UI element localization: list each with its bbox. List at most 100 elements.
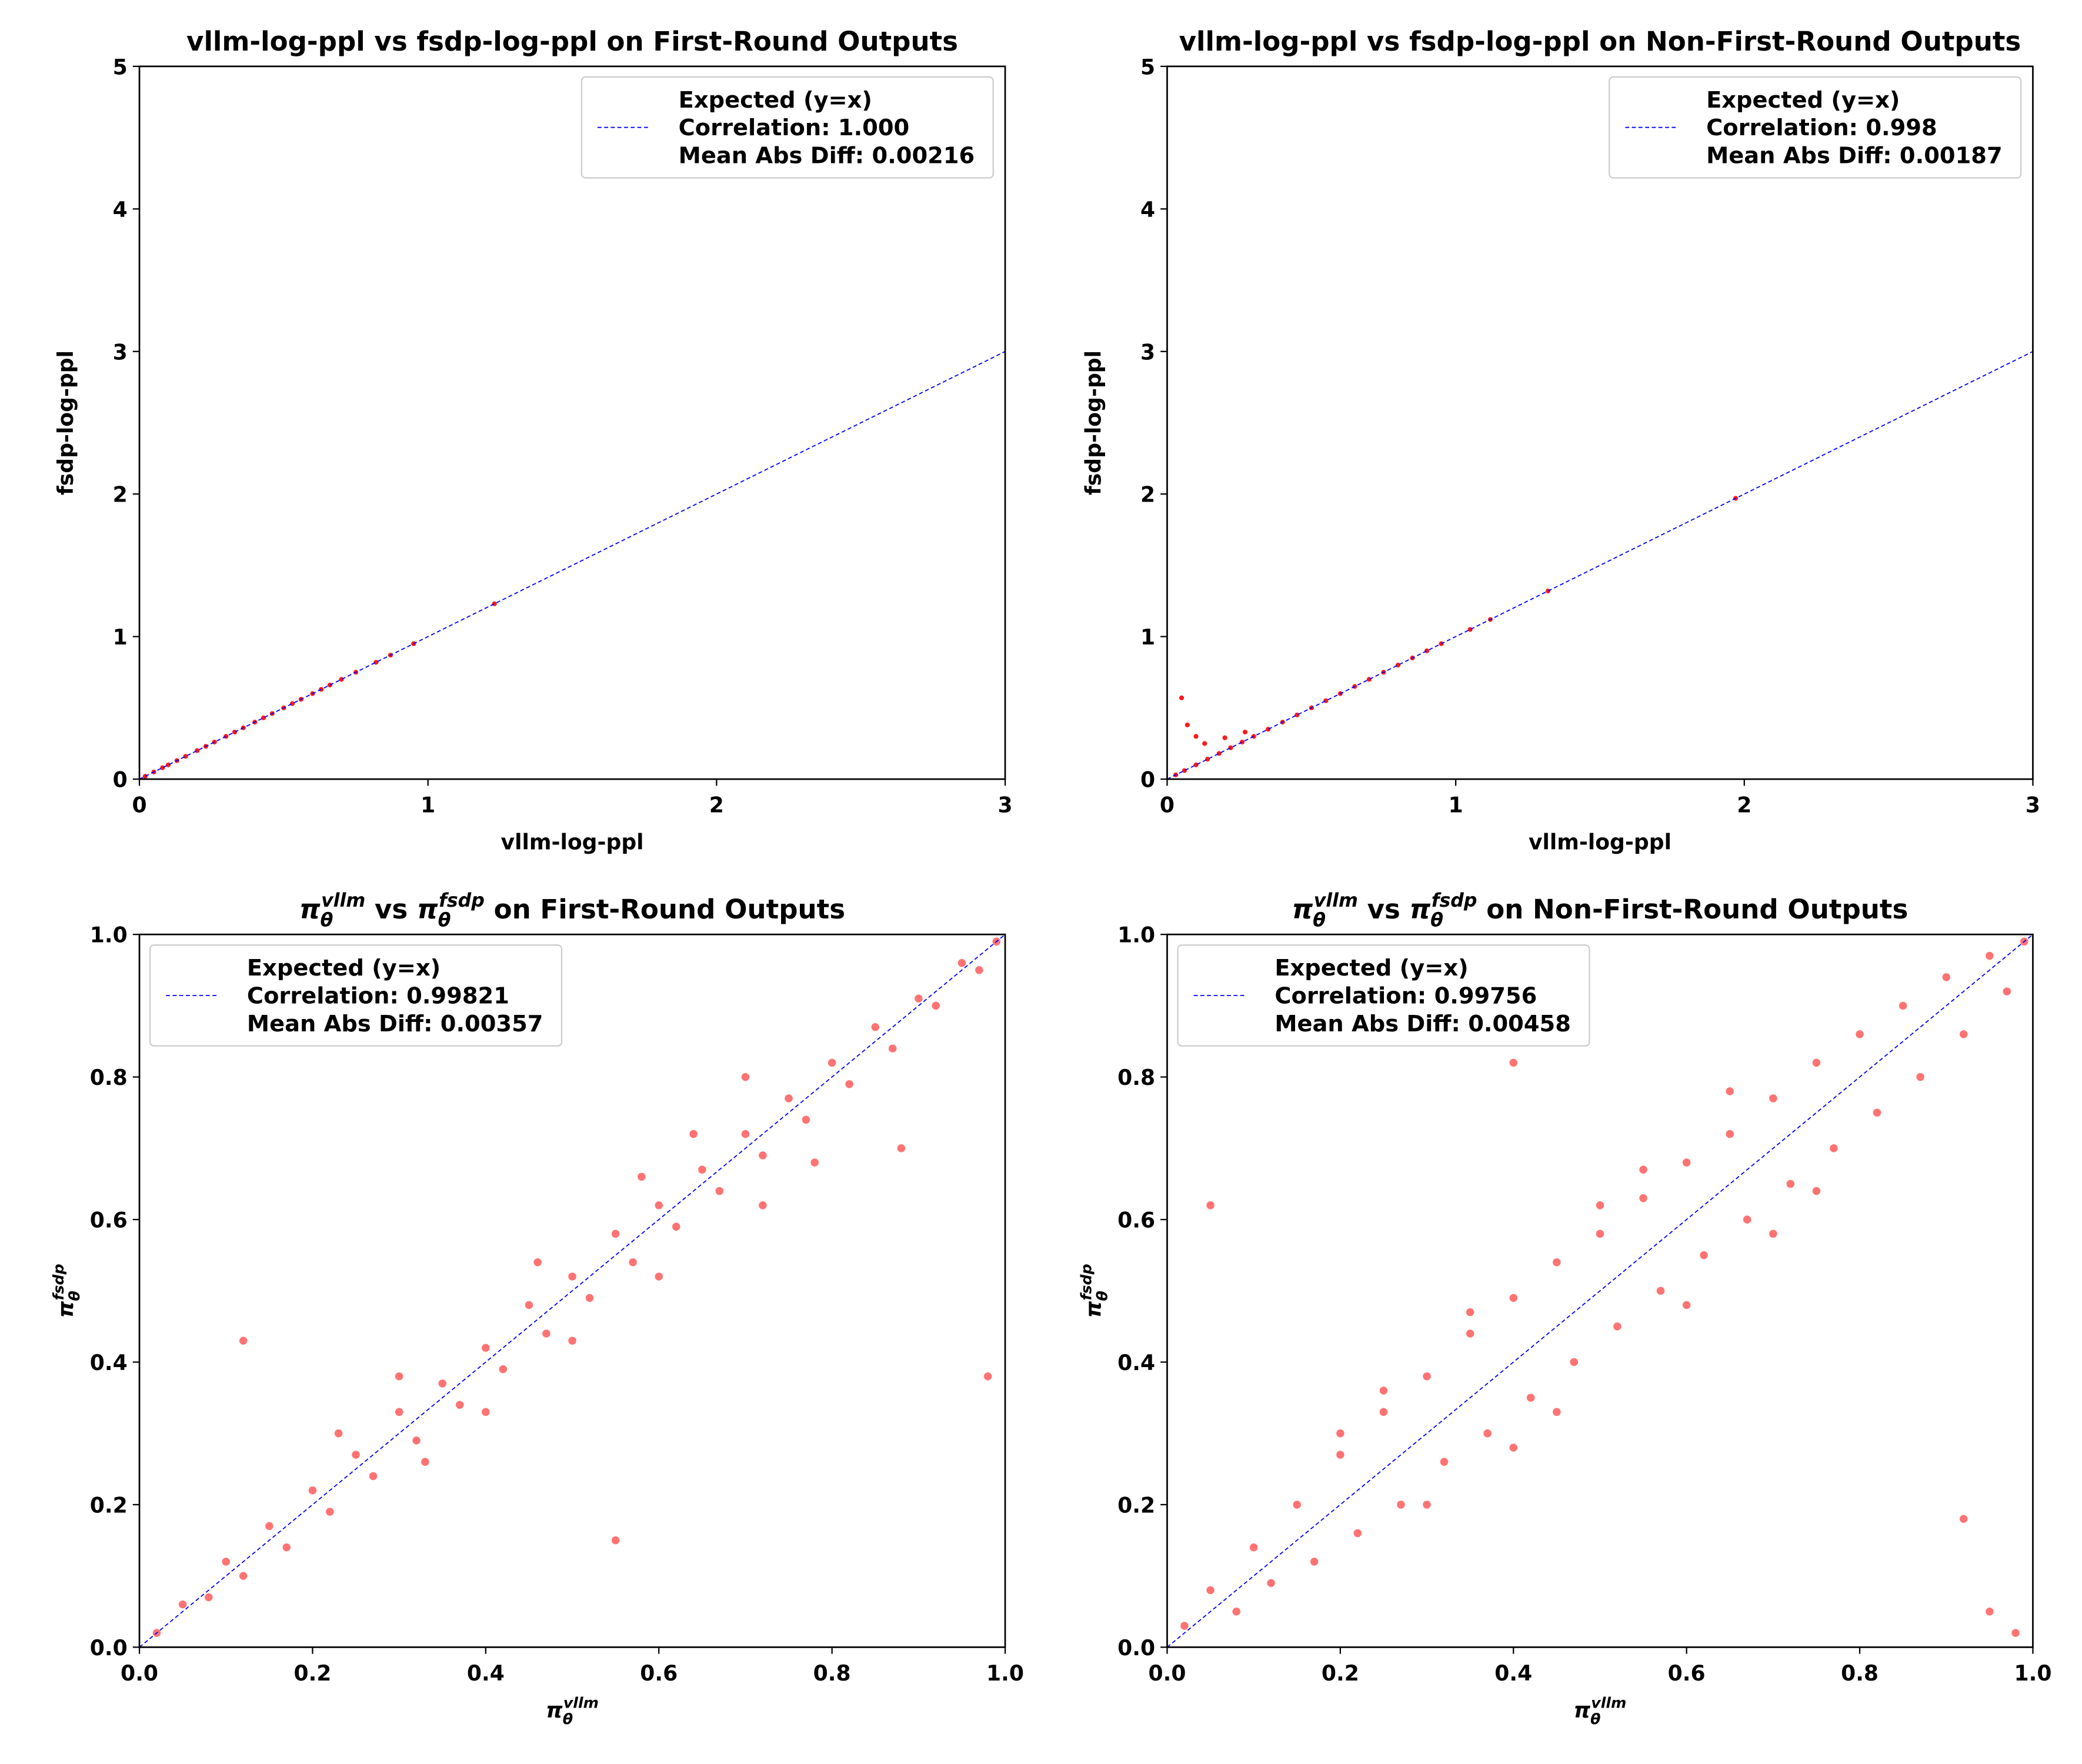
scatter-point bbox=[1182, 768, 1187, 773]
y-tick-label: 3 bbox=[113, 339, 128, 365]
legend-label: Expected (y=x) bbox=[1706, 87, 1900, 113]
chart-title-part: vs bbox=[1358, 894, 1410, 925]
x-tick-label: 0.2 bbox=[293, 1661, 331, 1686]
legend-note: Correlation: 0.998 bbox=[1706, 115, 1937, 141]
chart-title-part: fsdp bbox=[1432, 890, 1477, 911]
scatter-point bbox=[1856, 1030, 1864, 1038]
scatter-point bbox=[1179, 695, 1185, 700]
scatter-point bbox=[327, 682, 332, 688]
scatter-point bbox=[239, 1337, 248, 1345]
y-tick-label: 3 bbox=[1140, 339, 1155, 365]
chart-title-part: fsdp bbox=[439, 890, 485, 911]
scatter-point bbox=[212, 739, 217, 745]
legend-box bbox=[580, 76, 994, 179]
axes-frame bbox=[1166, 933, 2034, 1648]
chart-title-part: θ bbox=[1430, 910, 1443, 931]
scatter-point bbox=[1180, 1622, 1189, 1630]
x-axis-label-part: vllm bbox=[1591, 1695, 1626, 1712]
scatter-point bbox=[1379, 1408, 1388, 1416]
chart-title-part: π bbox=[299, 894, 321, 925]
scatter-point bbox=[1423, 1372, 1431, 1381]
scatter-point bbox=[1483, 1429, 1492, 1438]
chart-title-part: vs bbox=[365, 894, 417, 925]
y-tick-label: 1.0 bbox=[90, 923, 128, 948]
scatter-point bbox=[1310, 1558, 1319, 1566]
y-tick-label: 0.6 bbox=[90, 1208, 128, 1233]
scatter-point bbox=[1193, 762, 1199, 767]
scatter-point bbox=[810, 1158, 819, 1167]
y-axis-label-part: θ bbox=[1093, 1291, 1110, 1301]
chart-title-part: θ bbox=[321, 910, 333, 931]
scatter-point bbox=[482, 1344, 490, 1352]
scatter-point bbox=[1239, 739, 1245, 745]
y-tick-label: 0.2 bbox=[90, 1492, 128, 1518]
scatter-point bbox=[261, 715, 266, 720]
scatter-point bbox=[1323, 698, 1329, 703]
scatter-point bbox=[1553, 1258, 1561, 1267]
axes-frame bbox=[1166, 65, 2034, 780]
chart-title-part: π bbox=[1410, 894, 1431, 925]
x-axis-label-part: π bbox=[1574, 1698, 1591, 1723]
x-tick-label: 2 bbox=[709, 792, 724, 817]
scatter-point bbox=[1682, 1158, 1691, 1167]
y-axis-label-part: θ bbox=[66, 1291, 83, 1301]
reference-line bbox=[1166, 934, 2034, 1648]
x-axis-label: vllm-log-ppl bbox=[501, 830, 644, 855]
scatter-point bbox=[1830, 1144, 1838, 1152]
x-axis-label-part: π bbox=[546, 1698, 563, 1723]
scatter-point bbox=[1596, 1201, 1604, 1210]
scatter-point bbox=[1526, 1394, 1535, 1402]
scatter-point bbox=[638, 1172, 646, 1181]
scatter-point bbox=[1509, 1294, 1518, 1302]
scatter-point bbox=[1242, 729, 1248, 735]
scatter-point bbox=[1812, 1187, 1821, 1195]
scatter-point bbox=[1986, 1607, 1994, 1616]
chart-title-part: π bbox=[1292, 894, 1313, 925]
scatter-point bbox=[1249, 1543, 1258, 1552]
scatter-point bbox=[1466, 1308, 1474, 1317]
scatter-point bbox=[1942, 973, 1951, 981]
x-tick-label: 0.2 bbox=[1322, 1661, 1359, 1686]
scatter-point bbox=[759, 1151, 767, 1160]
chart-title-part: vllm bbox=[321, 890, 365, 911]
scatter-point bbox=[785, 1094, 793, 1102]
scatter-point bbox=[611, 1230, 620, 1238]
x-tick-label: 0.0 bbox=[1148, 1661, 1186, 1686]
scatter-point bbox=[1639, 1194, 1647, 1202]
scatter-point bbox=[205, 1593, 213, 1602]
scatter-point bbox=[568, 1272, 576, 1281]
x-axis-label: πθvllm bbox=[546, 1695, 599, 1728]
y-tick-label: 0.8 bbox=[1117, 1065, 1155, 1090]
scatter-point bbox=[655, 1201, 663, 1210]
y-tick-label: 0 bbox=[1140, 767, 1155, 793]
y-axis-label: πθfsdp bbox=[1077, 1264, 1110, 1318]
scatter-point bbox=[1509, 1444, 1518, 1452]
x-axis-label: vllm-log-ppl bbox=[1529, 830, 1671, 855]
chart-title-part: θ bbox=[438, 910, 451, 931]
x-tick-label: 0.8 bbox=[1841, 1661, 1879, 1686]
y-tick-label: 2 bbox=[113, 482, 128, 507]
y-tick-label: 0.0 bbox=[90, 1635, 128, 1661]
y-tick-label: 0.0 bbox=[1117, 1635, 1155, 1661]
legend-note: Mean Abs Diff: 0.00187 bbox=[1706, 143, 2003, 169]
scatter-point bbox=[655, 1272, 663, 1281]
scatter-point bbox=[1726, 1087, 1734, 1095]
scatter-point bbox=[1916, 1073, 1924, 1081]
scatter-point bbox=[672, 1222, 680, 1231]
scatter-point bbox=[395, 1408, 403, 1416]
scatter-point bbox=[888, 1044, 897, 1053]
chart-title: vllm-log-ppl vs fsdp-log-ppl on First-Ro… bbox=[186, 26, 958, 57]
scatter-point bbox=[1899, 1001, 1907, 1010]
scatter-point bbox=[871, 1023, 880, 1031]
scatter-point bbox=[1293, 1501, 1302, 1509]
legend-label: Expected (y=x) bbox=[679, 87, 872, 113]
scatter-point bbox=[492, 601, 497, 606]
scatter-point bbox=[1959, 1515, 1968, 1523]
scatter-point bbox=[1206, 1586, 1214, 1595]
scatter-point bbox=[715, 1187, 724, 1195]
scatter-point bbox=[1440, 1458, 1449, 1466]
y-tick-label: 5 bbox=[113, 54, 128, 79]
x-tick-label: 3 bbox=[997, 792, 1012, 817]
y-tick-label: 4 bbox=[113, 197, 128, 222]
